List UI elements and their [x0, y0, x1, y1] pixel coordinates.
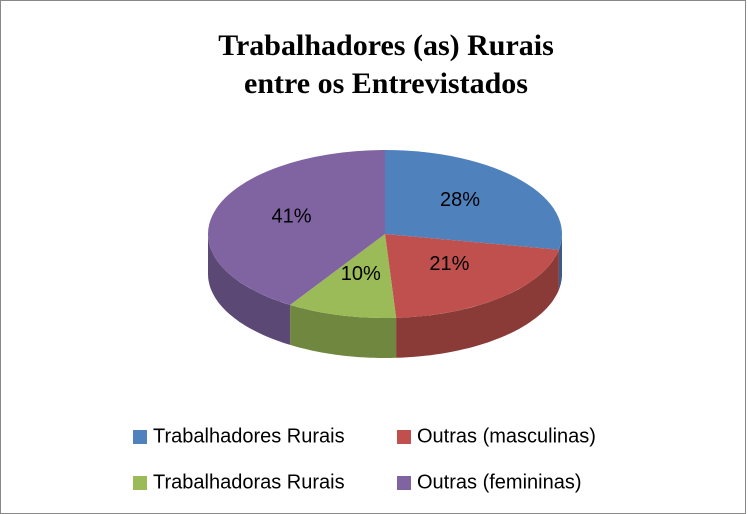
legend-swatch [133, 430, 147, 444]
data-label: 21% [429, 253, 469, 275]
slice [385, 234, 559, 318]
legend-label: Outras (masculinas) [417, 425, 596, 447]
legend-swatch [133, 476, 147, 490]
data-label: 41% [271, 205, 311, 227]
slice [207, 150, 385, 305]
slice-side [208, 234, 291, 345]
slice-side [558, 234, 562, 290]
slice-side [396, 249, 559, 358]
data-label: 10% [341, 263, 381, 285]
chart-title: Trabalhadores (as) Rurais [218, 29, 554, 62]
legend-swatch [397, 476, 411, 490]
slice [290, 234, 397, 319]
slice [385, 150, 562, 250]
legend-label: Trabalhadoras Rurais [153, 471, 345, 493]
slice-side [290, 304, 397, 358]
legend-swatch [397, 430, 411, 444]
chart-title: entre os Entrevistados [244, 67, 528, 100]
data-label: 28% [440, 189, 480, 211]
legend-label: Outras (femininas) [417, 471, 582, 493]
legend-label: Trabalhadores Rurais [153, 425, 345, 447]
